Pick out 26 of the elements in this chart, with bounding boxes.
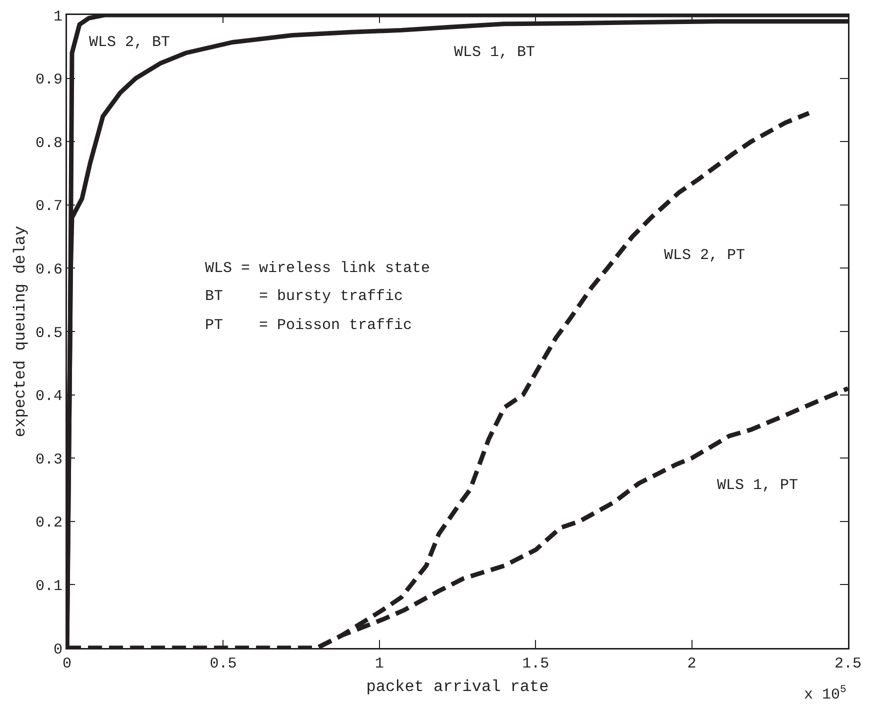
- y-tick-label: 0.6: [35, 261, 62, 278]
- y-axis-title: expected queuing delay: [12, 225, 30, 438]
- series-label: WLS 2, PT: [664, 247, 746, 264]
- y-tick-label: 0.2: [35, 514, 62, 532]
- y-tick-label: 0.8: [35, 134, 62, 152]
- y-tick-label: 0.3: [35, 451, 62, 468]
- series-label: WLS 2, BT: [89, 34, 170, 51]
- x-axis-title: packet arrival rate: [366, 678, 549, 696]
- annotation: BT = bursty traffic: [205, 288, 404, 305]
- y-tick-label: 0.1: [35, 578, 62, 595]
- x-tick-label: 0.5: [210, 656, 237, 672]
- series-label: WLS 1, PT: [717, 477, 798, 494]
- x-tick-label: 1: [374, 656, 384, 672]
- y-tick-label: 0: [53, 641, 62, 658]
- y-tick-label: 0.4: [35, 388, 62, 406]
- x-tick-label: 1.5: [522, 656, 550, 672]
- text: x 10$^{5}$: [804, 684, 846, 704]
- y-tick-label: 0.9: [35, 72, 62, 89]
- y-tick-label: 0.5: [35, 324, 62, 342]
- y-tick-label: 1: [53, 8, 62, 26]
- y-tick-label: 0.7: [35, 198, 62, 216]
- x-tick-label: 2.5: [834, 656, 862, 672]
- annotation: PT = Poisson traffic: [205, 317, 412, 334]
- x-tick-label: 2: [687, 656, 696, 672]
- series-label: WLS 1, BT: [454, 44, 536, 61]
- annotation: WLS = wireless link state: [205, 260, 430, 277]
